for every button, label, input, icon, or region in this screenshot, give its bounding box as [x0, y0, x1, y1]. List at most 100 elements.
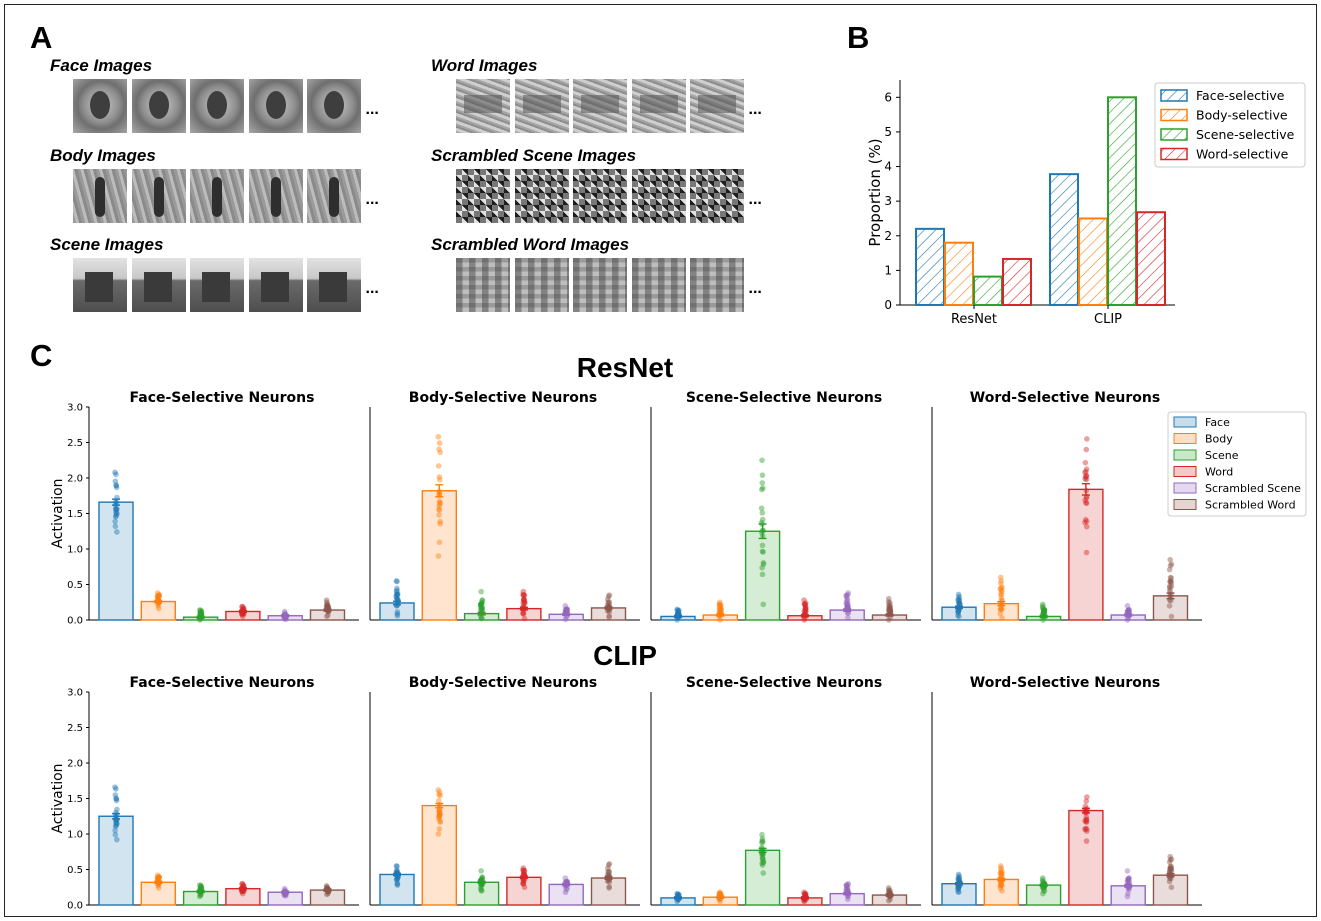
data-point-scene	[1041, 607, 1048, 613]
data-point-face	[956, 593, 963, 600]
data-point-face	[675, 608, 681, 614]
data-point-scene	[477, 886, 484, 892]
clip-row-title: CLIP	[593, 640, 657, 671]
data-point-scrambled-word	[887, 608, 894, 615]
data-point-face	[955, 885, 961, 891]
data-point-scene	[478, 882, 485, 889]
data-point-face	[394, 594, 400, 601]
legend-swatch-body-selective	[1160, 108, 1188, 122]
bar-scrambled-word	[1152, 874, 1189, 906]
data-point-word	[240, 605, 246, 611]
data-point-face	[394, 612, 401, 619]
data-point-face	[112, 478, 119, 485]
data-point-word	[1082, 826, 1088, 833]
data-point-scene	[479, 598, 485, 604]
data-point-scrambled-word	[606, 870, 612, 876]
word-images-title: Word Images	[431, 56, 538, 75]
data-point-scene	[759, 837, 766, 844]
data-point-scene	[198, 883, 204, 890]
data-point-word	[239, 613, 246, 620]
data-point-scene	[479, 597, 486, 603]
data-point-scene	[197, 882, 204, 889]
data-point-scrambled-scene	[563, 886, 570, 893]
legend-swatch-face	[1173, 416, 1197, 428]
data-point-scene	[1041, 607, 1047, 614]
x-tick-label: ResNet	[951, 312, 997, 327]
data-point-scrambled-scene	[844, 603, 851, 610]
data-point-word	[802, 606, 808, 612]
data-point-scrambled-word	[887, 606, 893, 612]
data-point-face	[394, 585, 400, 592]
data-point-word	[1082, 825, 1089, 832]
data-point-face	[955, 871, 962, 878]
data-point-scene	[759, 856, 766, 862]
data-point-scene	[1039, 878, 1046, 885]
data-point-face	[113, 795, 119, 802]
data-point-body	[716, 606, 723, 612]
data-point-scene	[1041, 888, 1048, 894]
data-point-body	[436, 826, 443, 832]
data-point-scrambled-word	[1167, 857, 1174, 863]
data-point-scrambled-scene	[564, 606, 570, 612]
data-point-scrambled-scene	[1125, 615, 1131, 622]
data-point-body	[997, 580, 1004, 587]
data-point-scrambled-word	[1167, 574, 1174, 581]
data-point-face	[394, 867, 400, 873]
data-point-body	[717, 617, 723, 623]
data-point-scene	[198, 608, 204, 615]
data-point-body	[998, 870, 1005, 877]
data-point-face	[394, 876, 400, 882]
data-point-word	[521, 597, 527, 603]
body-images-title: Body Images	[50, 146, 156, 165]
data-point-word	[1083, 518, 1090, 525]
data-point-scrambled-word	[887, 607, 894, 613]
data-point-scrambled-word	[1168, 884, 1175, 891]
data-point-word	[521, 592, 528, 598]
data-point-body	[155, 875, 161, 881]
bar-face	[98, 815, 134, 906]
data-point-body	[997, 610, 1004, 617]
data-point-face	[955, 591, 962, 598]
data-point-scene	[197, 609, 204, 616]
data-point-scrambled-word	[605, 599, 611, 606]
subplot-title: Word-Selective Neurons	[970, 675, 1160, 691]
legend-swatch-scrambled-scene	[1173, 482, 1197, 494]
data-point-scrambled-word	[1167, 578, 1174, 585]
data-point-face	[114, 820, 120, 827]
data-point-scrambled-word	[1168, 561, 1175, 567]
legend-swatch-word-selective	[1160, 147, 1188, 161]
data-point-face	[394, 881, 401, 887]
legend-swatch-body	[1173, 433, 1197, 444]
data-point-face	[394, 880, 401, 886]
data-point-body	[997, 866, 1004, 873]
data-point-word	[1083, 523, 1090, 530]
data-point-word	[802, 601, 809, 608]
data-point-word	[520, 880, 526, 887]
data-point-face	[676, 607, 682, 614]
data-point-scrambled-scene	[283, 892, 289, 899]
data-point-body	[997, 870, 1004, 876]
data-point-face	[955, 888, 961, 895]
data-point-scrambled-word	[606, 883, 612, 890]
y-tick-label: 0.5	[67, 580, 83, 591]
sword-stimulus-thumbnail	[573, 258, 627, 312]
data-point-scene	[196, 882, 203, 888]
data-point-body	[435, 463, 442, 469]
data-point-body	[998, 873, 1004, 879]
data-point-face	[114, 806, 120, 813]
data-point-scene	[759, 862, 766, 868]
scene-stimulus-thumbnail	[248, 258, 303, 312]
data-point-face	[674, 607, 681, 613]
data-point-scrambled-word	[604, 596, 611, 603]
data-point-face	[114, 510, 120, 517]
data-point-body	[998, 585, 1004, 591]
data-point-face	[674, 890, 680, 897]
data-point-scene	[478, 868, 484, 874]
data-point-scene	[478, 888, 485, 894]
data-point-face	[113, 471, 119, 478]
data-point-scrambled-word	[323, 883, 330, 889]
data-point-face	[955, 886, 962, 893]
data-point-word	[239, 603, 246, 610]
data-point-word	[240, 882, 246, 889]
data-point-scrambled-scene	[845, 591, 851, 598]
